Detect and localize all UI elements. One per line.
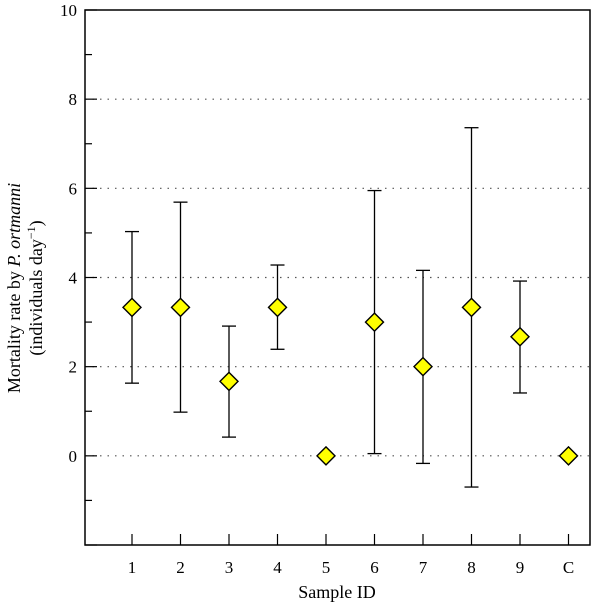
x-tick-label: 9 xyxy=(516,558,525,577)
y-tick-labels: 0 2 4 6 8 10 xyxy=(60,1,78,466)
data-point-diamond xyxy=(267,297,288,318)
data-point-diamond xyxy=(122,297,142,318)
data-point-diamond xyxy=(219,371,239,392)
y-axis-label-line2: (individuals day−1) xyxy=(24,220,47,355)
y-axis-label-close: ) xyxy=(26,220,47,226)
data-point-diamond xyxy=(558,445,579,466)
x-tick-label: 3 xyxy=(225,558,234,577)
data-point-diamond xyxy=(461,297,482,318)
y-axis-label-base: (individuals day xyxy=(26,239,47,355)
x-tick-label: 6 xyxy=(370,558,379,577)
axis-ticks xyxy=(85,9,570,546)
data-point-diamond xyxy=(413,356,433,377)
data-point-diamond xyxy=(364,312,385,333)
x-tick-label: 1 xyxy=(128,558,137,577)
x-tick-label: 7 xyxy=(419,558,428,577)
x-tick-labels: 1 2 3 4 5 6 7 8 9 C xyxy=(128,558,574,577)
y-axis-label-line1: Mortality rate by P. ortmanni xyxy=(4,183,24,393)
y-tick-label: 2 xyxy=(69,358,78,377)
data-point-diamond xyxy=(170,297,191,318)
x-axis-label: Sample ID xyxy=(298,582,375,602)
x-tick-label: 2 xyxy=(176,558,185,577)
data-point-diamond xyxy=(316,445,336,466)
y-tick-label: 10 xyxy=(60,1,77,20)
y-tick-label: 4 xyxy=(69,269,78,288)
x-tick-label: C xyxy=(563,558,574,577)
x-tick-label: 4 xyxy=(273,558,282,577)
x-tick-label: 8 xyxy=(467,558,476,577)
x-tick-label: 5 xyxy=(322,558,331,577)
grid-lines xyxy=(85,98,590,457)
y-tick-label: 8 xyxy=(69,90,78,109)
data-point-diamond xyxy=(510,326,530,347)
y-tick-label: 0 xyxy=(69,447,78,466)
data-markers xyxy=(122,297,579,466)
y-axis-label-prefix: Mortality rate by xyxy=(4,267,24,393)
y-axis-label-species: P. ortmanni xyxy=(4,183,24,268)
y-axis-label-exponent: −1 xyxy=(24,226,38,239)
y-tick-label: 6 xyxy=(69,179,78,198)
